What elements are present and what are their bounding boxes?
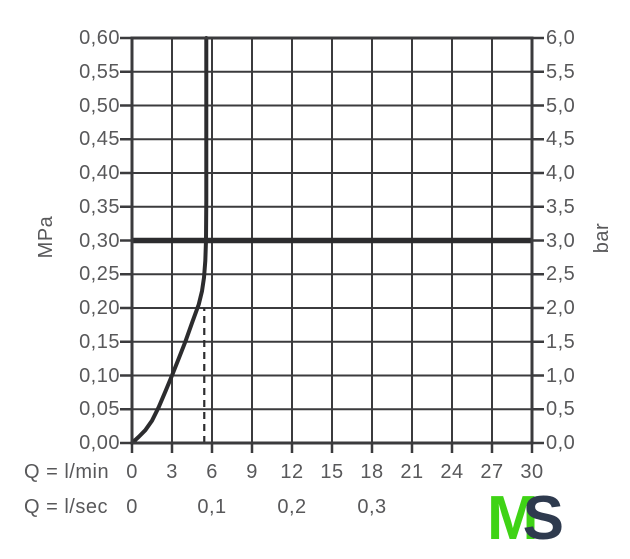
bar-tick-label: 3,0 [546,229,576,252]
y-axis-left-unit-label: MPa [35,215,57,259]
bar-tick-label: 0,5 [546,398,576,421]
mpa-tick-label: 0,15 [79,330,120,353]
y-axis-right-unit-label: bar [591,222,613,254]
lmin-tick-label: 12 [280,461,304,483]
x-axis-unit-label: Q = l/min [24,461,110,483]
lmin-tick-label: 3 [166,461,178,483]
lmin-tick-label: 15 [320,461,344,483]
mpa-tick-label: 0,40 [79,162,120,184]
mpa-tick-label: 0,60 [79,27,120,49]
lmin-tick-label: 21 [400,461,424,483]
lmin-tick-label: 18 [360,461,384,483]
bar-tick-label: 0,0 [546,432,576,454]
plot-border [130,36,534,445]
lsec-tick-label: 0,3 [357,496,387,518]
lsec-tick-label: 0,1 [197,496,227,518]
mpa-tick-label: 0,45 [79,128,120,151]
ms-logo-letter-s: S [522,484,564,553]
mpa-tick-label: 0,05 [79,398,120,421]
bar-tick-label: 1,0 [546,364,576,387]
mpa-tick-label: 0,30 [79,229,120,252]
bar-tick-label: 5,0 [546,94,576,117]
lmin-tick-label: 0 [126,461,138,483]
mpa-tick-label: 0,00 [79,432,120,454]
bar-tick-label: 2,0 [546,297,576,319]
mpa-tick-label: 0,55 [79,60,120,83]
bar-tick-label: 4,5 [546,128,576,151]
ms-logo-letter-m: M [487,484,539,553]
bar-tick-label: 5,5 [546,60,576,83]
tick-marks [120,36,544,453]
bar-tick-label: 6,0 [546,27,576,49]
lmin-tick-label: 27 [480,461,504,483]
mpa-tick-label: 0,10 [79,364,120,387]
mpa-tick-label: 0,35 [79,195,120,218]
mpa-tick-label: 0,25 [79,263,120,286]
reference-lines [132,237,532,443]
mpa-tick-label: 0,50 [79,94,120,117]
lsec-tick-label: 0,2 [277,496,307,518]
lsec-tick-label: 0 [126,496,138,518]
bar-tick-label: 2,5 [546,263,576,286]
mpa-tick-label: 0,20 [79,297,120,319]
bar-tick-label: 1,5 [546,330,576,353]
lmin-tick-label: 30 [520,461,544,483]
lmin-tick-label: 9 [246,461,258,483]
flow-rate-curve [130,36,209,445]
ms-logo: M S [487,484,564,553]
lmin-tick-label: 6 [206,461,218,483]
lmin-tick-label: 24 [440,461,464,483]
x-axis-secondary-unit-label: Q = l/sec [24,496,108,518]
bar-tick-label: 3,5 [546,195,576,218]
flow-curve [130,36,209,445]
bar-tick-label: 4,0 [546,162,576,184]
